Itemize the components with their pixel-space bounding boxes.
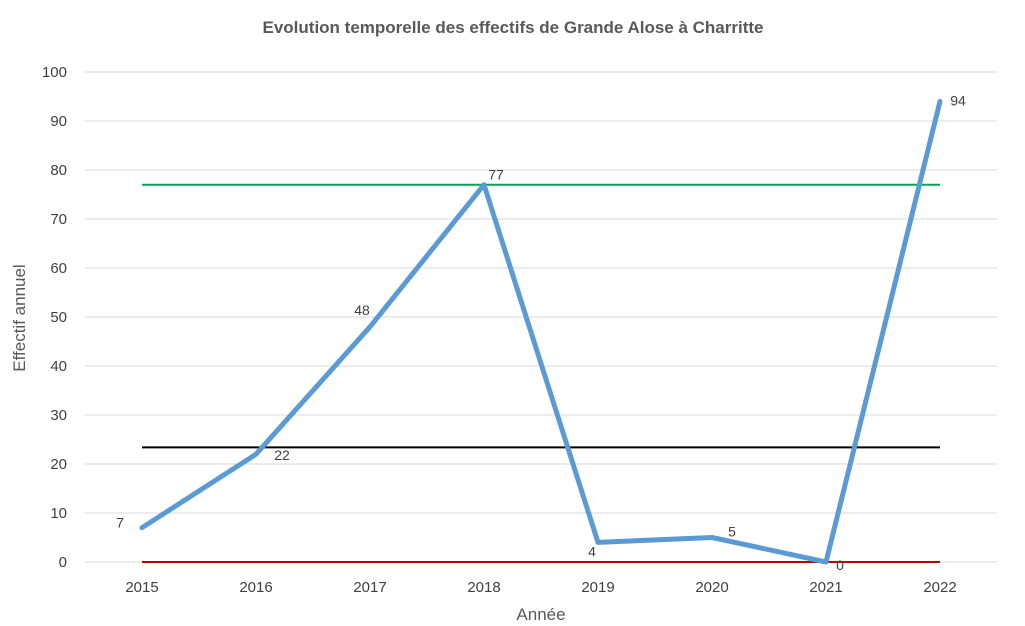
x-tick-label: 2016 [239, 579, 272, 596]
x-tick-label: 2017 [353, 579, 386, 596]
y-tick-label: 10 [50, 505, 67, 522]
x-tick-label: 2015 [125, 579, 158, 596]
data-label: 7 [116, 515, 124, 531]
y-tick-label: 50 [50, 309, 67, 326]
y-tick-label: 40 [50, 358, 67, 375]
data-labels: 7 22 48 77 4 5 0 94 [116, 92, 966, 573]
data-label: 48 [354, 302, 370, 318]
y-tick-label: 30 [50, 407, 67, 424]
y-tick-label: 80 [50, 162, 67, 179]
data-label: 4 [588, 543, 596, 559]
series-layer [139, 98, 943, 565]
x-tick-label: 2021 [809, 579, 842, 596]
x-axis-ticks: 2015 2016 2017 2018 2019 2020 2021 2022 [125, 579, 956, 596]
y-tick-label: 90 [50, 113, 67, 130]
data-label: 0 [836, 557, 844, 573]
data-label: 22 [274, 447, 290, 463]
x-tick-label: 2020 [695, 579, 728, 596]
y-tick-label: 70 [50, 211, 67, 228]
data-label: 5 [728, 524, 736, 540]
x-axis-label: Année [516, 605, 565, 624]
x-tick-label: 2022 [923, 579, 956, 596]
gridlines [85, 71, 997, 563]
y-axis-label: Effectif annuel [10, 264, 29, 371]
chart-title: Evolution temporelle des effectifs de Gr… [263, 18, 764, 37]
x-tick-label: 2018 [467, 579, 500, 596]
data-label: 94 [950, 92, 966, 108]
x-tick-label: 2019 [581, 579, 614, 596]
y-axis-ticks: 0 10 20 30 40 50 60 70 80 90 100 [42, 64, 67, 571]
y-tick-label: 0 [59, 554, 67, 571]
y-tick-label: 60 [50, 260, 67, 277]
y-tick-label: 100 [42, 64, 67, 81]
series-line [139, 98, 943, 565]
y-tick-label: 20 [50, 456, 67, 473]
reference-lines [142, 183, 940, 563]
data-label: 77 [488, 167, 504, 183]
